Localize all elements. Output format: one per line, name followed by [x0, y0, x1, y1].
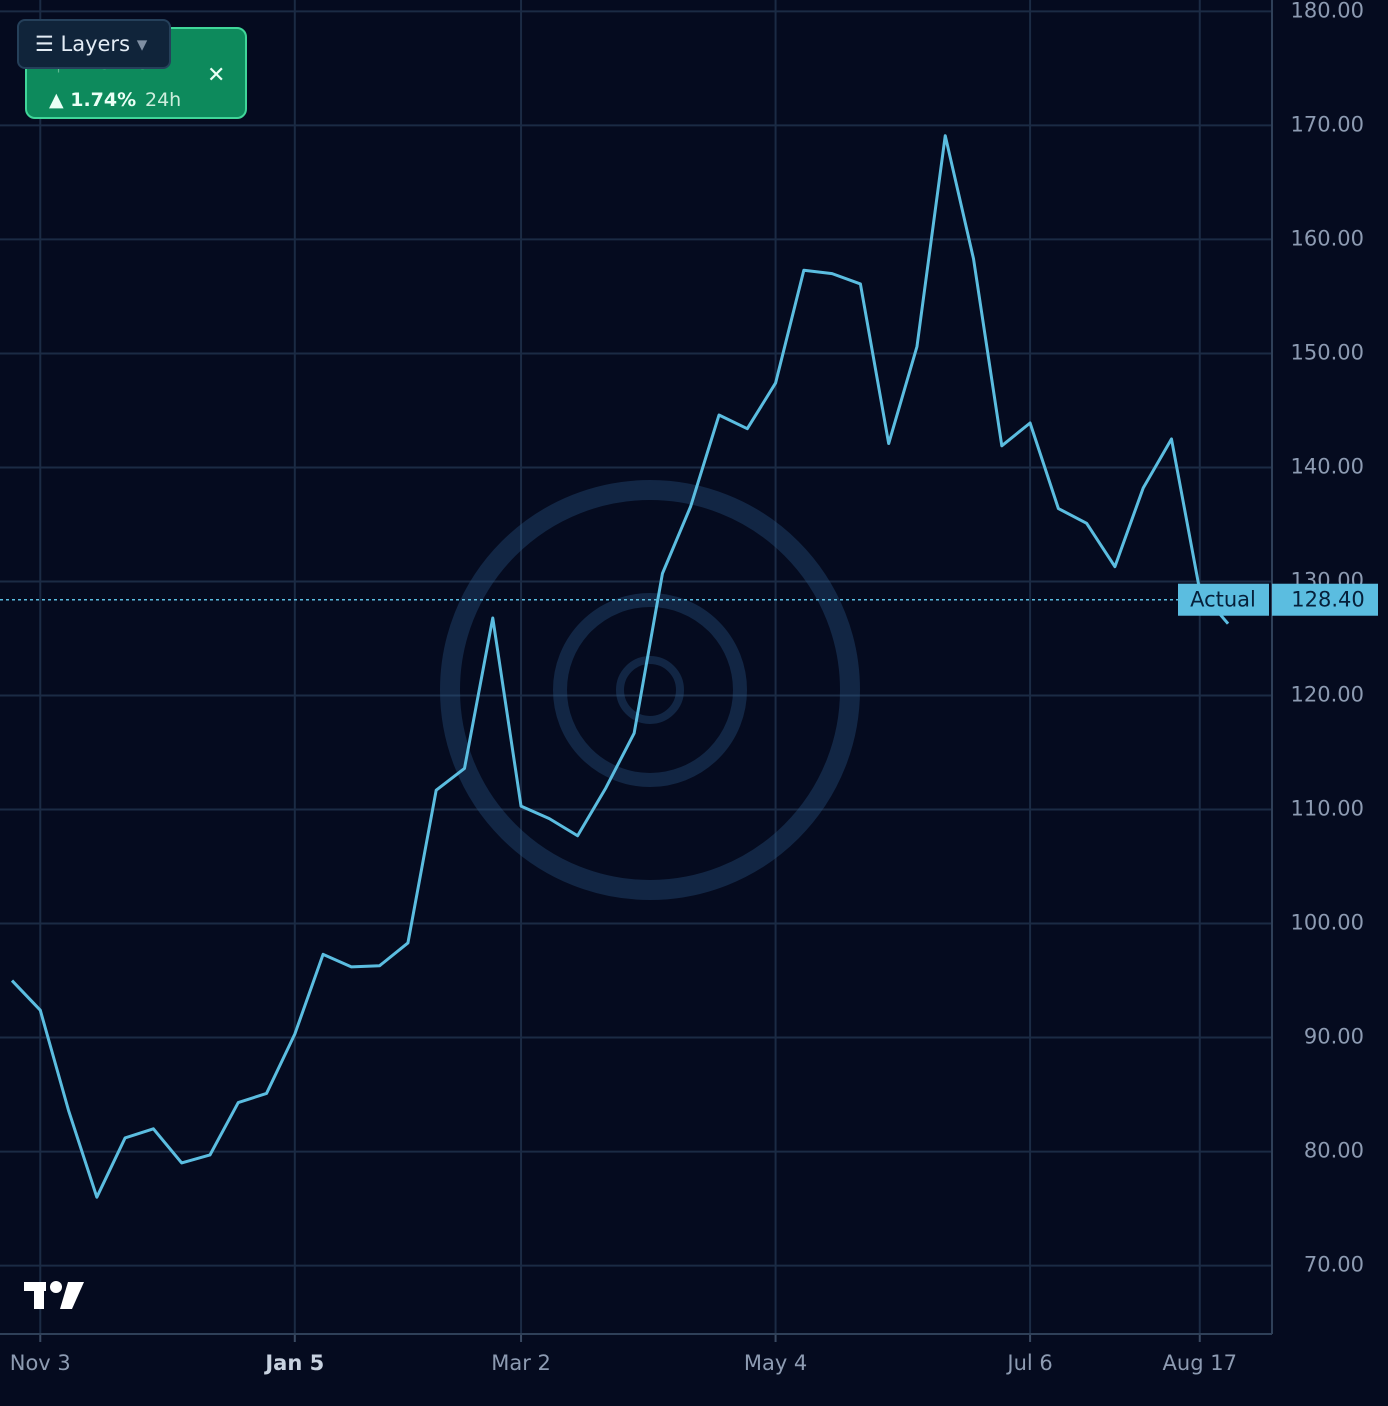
current-price-label: 128.40 — [1291, 588, 1364, 612]
x-tick-label: Nov 3 — [10, 1351, 71, 1375]
x-tick-label: Aug 17 — [1163, 1351, 1237, 1375]
current-price-box — [1272, 583, 1378, 616]
y-tick-label: 140.00 — [1291, 454, 1364, 478]
card-change-value: 1.74% — [70, 89, 137, 111]
y-tick-label: 100.00 — [1291, 911, 1364, 935]
y-tick-label: 90.00 — [1304, 1025, 1364, 1049]
close-button[interactable]: ✕ — [207, 63, 226, 88]
y-tick-label: 180.00 — [1291, 0, 1364, 22]
y-tick-label: 120.00 — [1291, 683, 1364, 707]
x-tick-label: Jan 5 — [263, 1351, 324, 1375]
layers-button[interactable]: ☰ Layers ▾ — [17, 19, 171, 69]
y-tick-label: 110.00 — [1291, 797, 1364, 821]
grid — [0, 0, 1272, 1334]
price-line — [10, 134, 1230, 1199]
x-tick-label: May 4 — [744, 1351, 807, 1375]
current-label-box — [1178, 583, 1269, 616]
card-period: 24h — [145, 89, 182, 111]
y-tick-label: 150.00 — [1291, 340, 1364, 364]
y-tick-label: 170.00 — [1291, 112, 1364, 136]
y-tick-label: 160.00 — [1291, 226, 1364, 250]
y-tick-label: 70.00 — [1304, 1253, 1364, 1277]
watermark — [440, 480, 860, 900]
tv-logo — [24, 1281, 84, 1309]
layers-label: Layers — [60, 32, 131, 56]
x-tick-label: Jul 6 — [1005, 1351, 1052, 1375]
x-tick-label: Mar 2 — [491, 1351, 551, 1375]
current-label: Actual — [1190, 588, 1256, 612]
y-tick-label: 80.00 — [1304, 1139, 1364, 1163]
card-change: ▲ 1.74% — [49, 89, 137, 111]
